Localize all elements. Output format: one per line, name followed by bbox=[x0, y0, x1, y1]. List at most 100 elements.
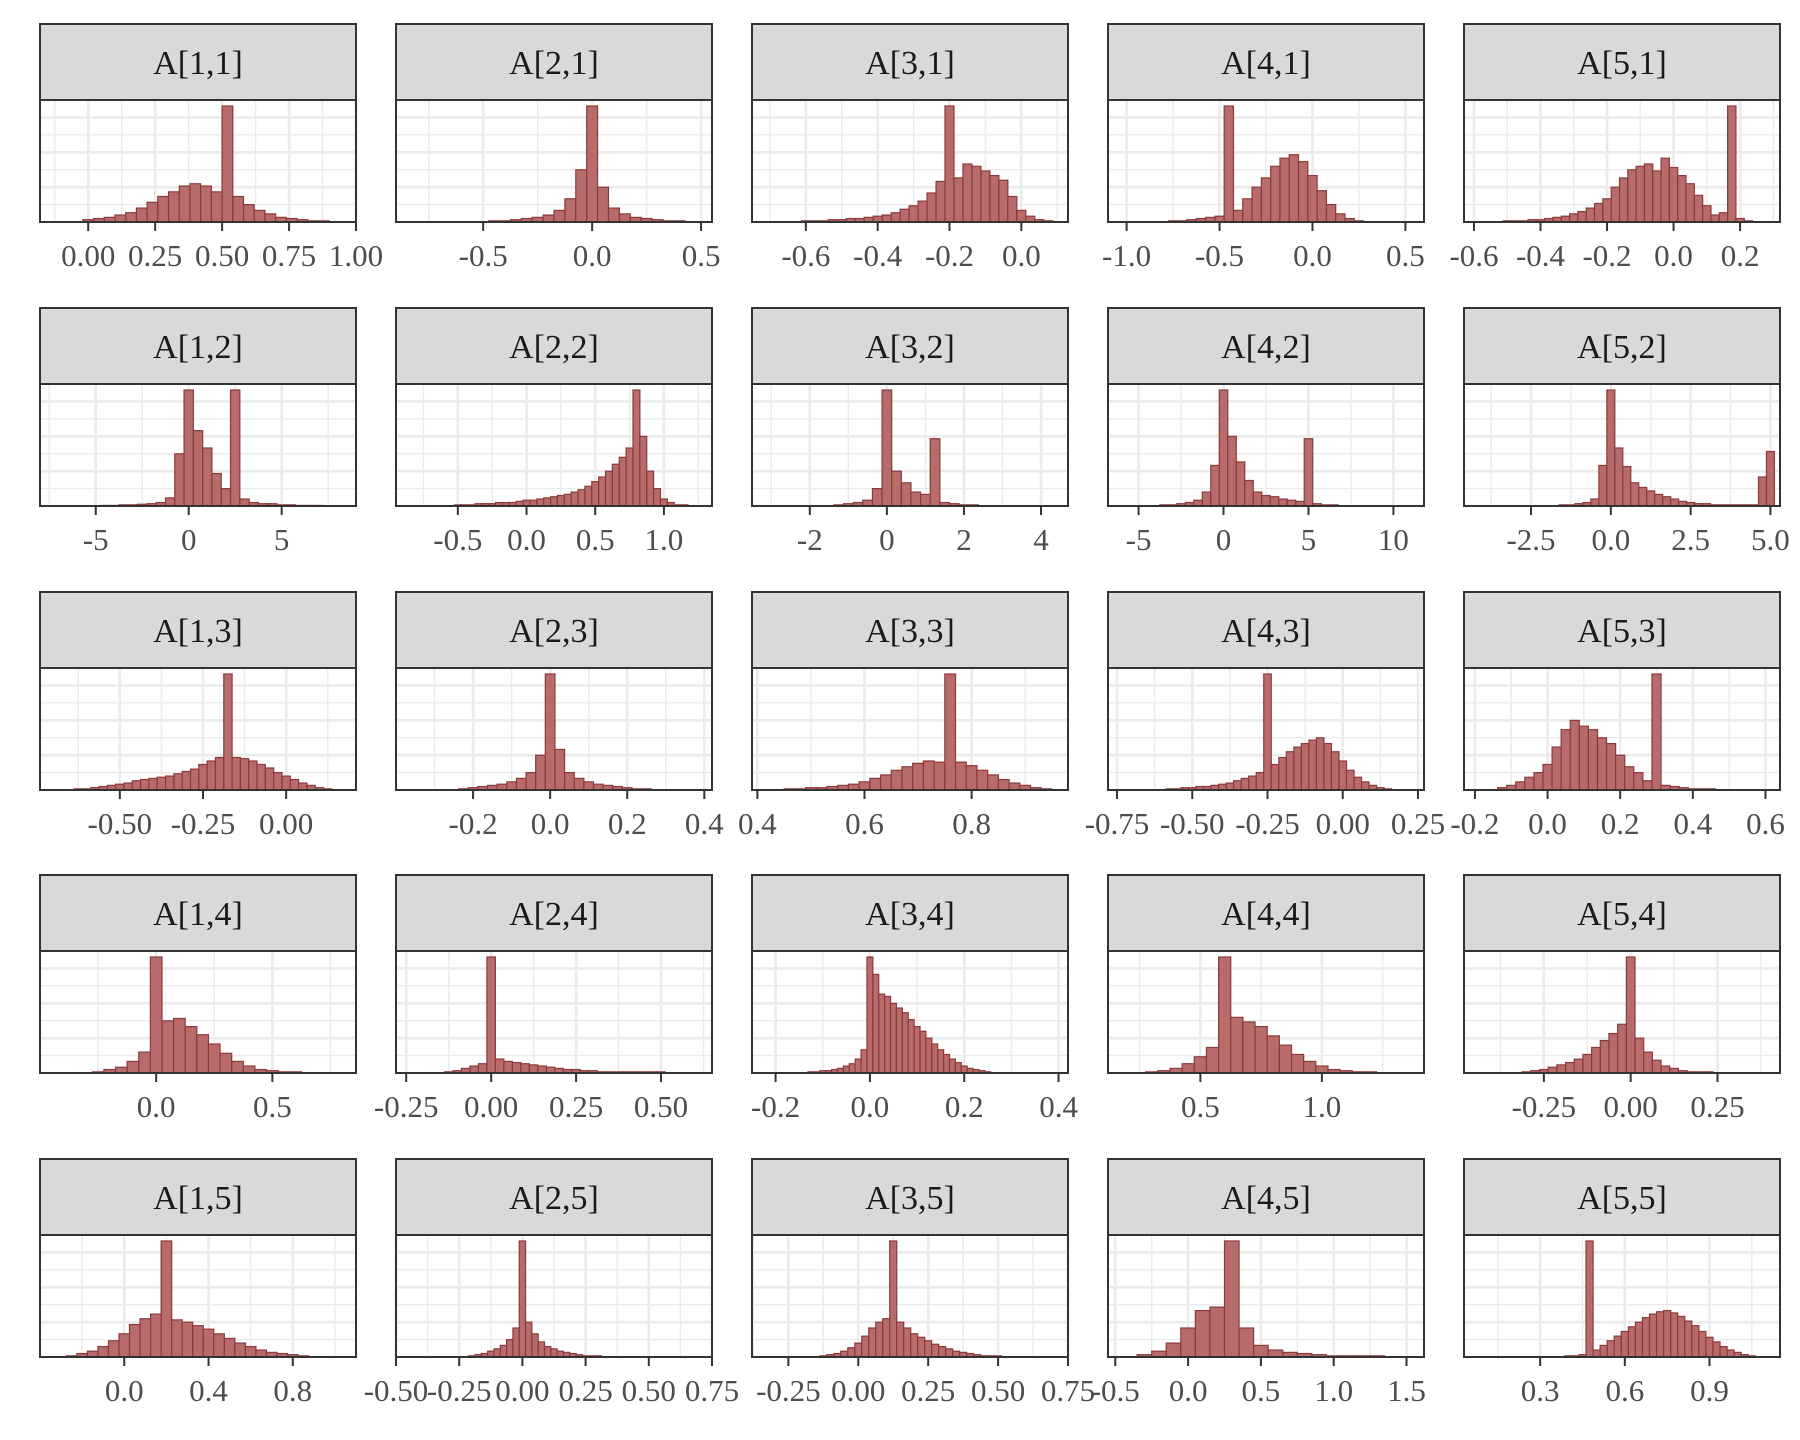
panel-border bbox=[1463, 667, 1781, 791]
x-tick-label: -0.25 bbox=[374, 1089, 439, 1124]
histogram-bar bbox=[183, 389, 194, 507]
histogram-bar bbox=[563, 771, 575, 791]
histogram-bar bbox=[231, 756, 242, 791]
histogram-bar bbox=[1614, 447, 1624, 507]
histogram-bar bbox=[879, 774, 892, 791]
histogram-bar bbox=[1193, 1056, 1208, 1074]
panel-border bbox=[1107, 99, 1425, 223]
facet-strip bbox=[395, 874, 713, 952]
histogram-bar bbox=[922, 760, 935, 791]
histogram-bar bbox=[598, 476, 607, 507]
histogram-bar bbox=[525, 771, 537, 791]
histogram-bar bbox=[1592, 1349, 1601, 1358]
x-tick-label: 0.50 bbox=[971, 1373, 1025, 1408]
facet-strip bbox=[751, 1158, 1069, 1236]
histogram-bar bbox=[126, 1060, 140, 1074]
x-tick-label: -0.2 bbox=[449, 806, 498, 841]
histogram-bar bbox=[264, 767, 275, 791]
x-tick-label: 10 bbox=[1378, 522, 1409, 557]
histogram-bar bbox=[937, 1049, 945, 1074]
panel: A[2,5] -0.50-0.25 0.00 0.25 0.50 0.75 bbox=[364, 1158, 739, 1408]
x-tick-label: 0.0 bbox=[851, 1089, 890, 1124]
histogram-bar bbox=[148, 777, 158, 791]
x-tick-label: 0.8 bbox=[952, 806, 991, 841]
histogram-bar bbox=[954, 761, 967, 791]
x-tick-label: 0.00 bbox=[831, 1373, 885, 1408]
histogram-bars bbox=[1136, 1240, 1386, 1358]
panel-title: A[5,4] bbox=[1577, 896, 1667, 933]
x-tick-label: 0.25 bbox=[549, 1089, 603, 1124]
histogram-bar bbox=[234, 1342, 247, 1358]
x-tick-label: 0.4 bbox=[738, 806, 777, 841]
histogram-bar bbox=[1610, 186, 1621, 223]
histogram-bar bbox=[899, 208, 910, 223]
histogram-bar bbox=[884, 995, 892, 1074]
histogram-bar bbox=[515, 777, 527, 791]
histogram-bar bbox=[128, 1323, 141, 1358]
x-axis: -0.5 0.0 0.5 1.0 bbox=[433, 506, 683, 557]
histogram-bar bbox=[1670, 498, 1680, 507]
histogram-bar bbox=[1719, 1345, 1728, 1358]
x-tick-label: 0.25 bbox=[901, 1373, 955, 1408]
facet-strip bbox=[751, 591, 1069, 669]
facet-strip bbox=[1463, 307, 1781, 385]
x-tick-label: 0.4 bbox=[1039, 1089, 1078, 1124]
histogram-bar bbox=[289, 778, 300, 791]
histogram-bar bbox=[229, 389, 241, 507]
histogram-bar bbox=[881, 389, 893, 507]
histogram-bars bbox=[65, 1240, 310, 1358]
x-tick-label: 2 bbox=[956, 522, 972, 557]
histogram-bar bbox=[544, 673, 556, 791]
histogram-bar bbox=[1288, 154, 1300, 223]
x-axis: -0.25 0.00 0.25 0.50 bbox=[374, 1073, 688, 1124]
histogram-bar bbox=[1232, 209, 1244, 223]
panel-title: A[2,2] bbox=[509, 329, 599, 366]
x-axis: -2 0 2 4 bbox=[797, 506, 1049, 557]
histogram-bar bbox=[1698, 1330, 1707, 1358]
histogram-bar bbox=[161, 1020, 175, 1074]
histogram-bar bbox=[1269, 496, 1280, 507]
panel: A[4,2] -5 0 5 10 bbox=[1107, 307, 1425, 557]
histogram-bar bbox=[586, 105, 599, 223]
panel-title: A[1,1] bbox=[153, 45, 243, 82]
panel-title: A[4,2] bbox=[1221, 329, 1311, 366]
histogram-bar bbox=[910, 1333, 919, 1358]
histogram-bar bbox=[866, 956, 874, 1074]
facet-strip bbox=[1107, 874, 1425, 952]
x-tick-label: 1.5 bbox=[1387, 1373, 1426, 1408]
histogram-bar bbox=[157, 195, 170, 223]
panel-title: A[2,1] bbox=[509, 45, 599, 82]
histogram-bar bbox=[563, 493, 572, 507]
panel: A[3,1] -0.6 -0.4 -0.2 0.0 bbox=[751, 23, 1069, 273]
x-tick-label: 0.75 bbox=[262, 238, 316, 273]
histogram-bar bbox=[164, 775, 175, 791]
panel-title: A[2,5] bbox=[509, 1180, 599, 1217]
x-tick-label: -0.4 bbox=[1516, 238, 1566, 273]
histogram-bar bbox=[868, 1327, 877, 1358]
histogram-bar bbox=[171, 1319, 183, 1358]
facet-strip bbox=[39, 23, 357, 101]
histogram-bar bbox=[537, 1065, 547, 1074]
histogram-bar bbox=[206, 760, 217, 791]
histogram-bar bbox=[1599, 1039, 1610, 1074]
histogram-bar bbox=[931, 1043, 939, 1074]
histogram-bar bbox=[890, 769, 903, 791]
histogram-bar bbox=[1564, 1061, 1575, 1074]
histogram-bar bbox=[1255, 771, 1265, 791]
x-tick-label: -0.5 bbox=[433, 522, 482, 557]
histogram-bar bbox=[1278, 498, 1288, 507]
histogram-bar bbox=[123, 782, 133, 791]
x-tick-label: 0.0 bbox=[1002, 238, 1041, 273]
x-axis: 0.00 0.25 0.50 0.75 1.00 bbox=[61, 222, 383, 273]
histogram-bar bbox=[1323, 742, 1333, 791]
histogram-bar bbox=[860, 1049, 868, 1074]
histogram-bar bbox=[1227, 435, 1237, 507]
histogram-bar bbox=[1205, 1046, 1220, 1074]
x-axis: 0.3 0.6 0.9 bbox=[1521, 1357, 1729, 1408]
histogram-bar bbox=[192, 430, 204, 507]
histogram-bar bbox=[1660, 157, 1671, 223]
panel: A[3,2] -2 0 2 4 bbox=[751, 307, 1069, 557]
histogram-bar bbox=[1335, 213, 1346, 223]
histogram-bar bbox=[173, 1017, 186, 1074]
histogram-bar bbox=[1345, 769, 1355, 791]
